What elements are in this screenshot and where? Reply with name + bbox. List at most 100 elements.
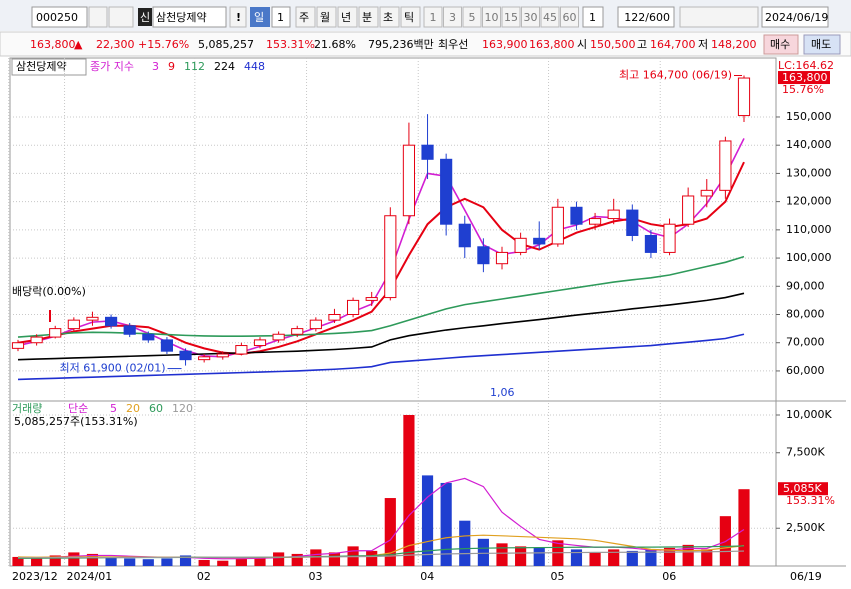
minute-button[interactable] — [521, 6, 540, 28]
sound-button[interactable] — [108, 6, 134, 28]
minute-button[interactable] — [462, 6, 482, 28]
y-tick-label: 110,000 — [786, 223, 832, 236]
volume: 5,085,257 — [198, 38, 254, 51]
volume-bar — [142, 559, 154, 566]
unit-button[interactable] — [379, 6, 400, 28]
high: 164,700 — [650, 38, 696, 51]
amount: 795,236백만 — [368, 38, 434, 51]
last-price-box — [778, 71, 830, 85]
y-tick-label: 90,000 — [786, 279, 825, 292]
candle-body — [272, 333, 285, 341]
volume-bar — [254, 556, 266, 566]
tool-icons[interactable] — [679, 6, 759, 28]
minute-button[interactable] — [501, 6, 521, 28]
stock-name: 삼천당제약 — [156, 10, 207, 24]
legend-entry: 3 — [152, 60, 159, 73]
date-box[interactable] — [761, 6, 829, 28]
buy-button[interactable] — [763, 34, 799, 55]
volume-bar — [626, 550, 638, 566]
candle-body — [49, 328, 62, 338]
volume-bar — [570, 549, 583, 566]
y-tick-label: 140,000 — [786, 138, 832, 151]
candle-body — [514, 237, 527, 253]
candle-body — [328, 314, 341, 321]
volume-legend-label: 단순 — [68, 402, 88, 415]
minute-button[interactable] — [423, 6, 443, 28]
last-volume-box — [778, 482, 828, 496]
x-end-label: 06/19 — [790, 570, 822, 583]
volume-bar — [384, 498, 396, 566]
chart-title: 삼천당제약 — [16, 59, 67, 73]
unit-button[interactable] — [295, 6, 316, 28]
lc-label: LC:164.62 — [778, 59, 834, 72]
volume-info: 5,085,257주(153.31%) — [14, 415, 138, 428]
candle-body — [477, 246, 490, 265]
alert-button[interactable] — [229, 6, 247, 28]
search-button[interactable] — [88, 6, 108, 28]
candle-body — [67, 319, 80, 330]
candle-body — [104, 316, 118, 327]
price: 163,800 — [30, 38, 76, 51]
candle-body — [663, 223, 676, 253]
minute-button[interactable] — [443, 6, 462, 28]
minute-button[interactable] — [560, 6, 579, 28]
legend-entry: 60 — [149, 402, 163, 415]
minute-button[interactable] — [482, 6, 501, 28]
volume-bar — [663, 547, 676, 566]
count-box[interactable] — [582, 6, 604, 28]
unit-button[interactable] — [337, 6, 358, 28]
y-tick-label: 10,000K — [786, 408, 832, 421]
candle-body — [309, 319, 322, 330]
best-label: 최우선 — [438, 38, 468, 51]
unit-label: 월 — [320, 11, 330, 24]
misc-label: 1,06 — [490, 386, 515, 399]
minute-button[interactable] — [540, 6, 560, 28]
minute-label: 30 — [524, 11, 538, 24]
x-tick-label: 2023/12 — [12, 570, 58, 583]
quote-bar — [0, 31, 851, 57]
range: 122/600 — [624, 11, 670, 24]
candle-body — [11, 342, 25, 349]
period-button[interactable] — [250, 7, 270, 27]
candle-body — [700, 189, 713, 197]
minute-label: 10 — [485, 11, 499, 24]
period-n-box[interactable] — [271, 6, 291, 28]
sell-button[interactable] — [803, 34, 841, 55]
ma-line — [17, 292, 745, 361]
candle-body — [216, 353, 229, 358]
candle-body — [384, 215, 397, 299]
candle-body — [570, 206, 583, 225]
y-tick-label: 80,000 — [786, 308, 825, 321]
x-tick-label: 02 — [197, 570, 211, 583]
buy: 매수 — [770, 38, 790, 51]
candle-body — [607, 209, 620, 220]
unit-label: 년 — [341, 11, 351, 24]
volume-bar — [477, 538, 489, 566]
y-tick-label: 130,000 — [786, 166, 832, 179]
name-box[interactable] — [152, 6, 227, 28]
candle-body — [458, 223, 471, 248]
volume-bar — [273, 552, 285, 566]
minute-label: 3 — [449, 11, 456, 24]
volume-bar — [235, 558, 247, 566]
ma-line — [18, 550, 745, 559]
minute-label: 5 — [469, 11, 476, 24]
volume-ratio: 153.31% — [266, 38, 315, 51]
code-box[interactable] — [31, 6, 88, 28]
volume-bar — [86, 553, 99, 566]
change: 22,300 — [96, 38, 135, 51]
candle-body — [737, 77, 751, 117]
unit-button[interactable] — [400, 6, 421, 28]
x-tick-label: 06 — [662, 570, 676, 583]
minute-label: 1 — [430, 11, 437, 24]
legend-entry: 5 — [110, 402, 117, 415]
candle-body — [235, 345, 248, 355]
volume-bar — [328, 552, 341, 566]
legend-entry: 20 — [126, 402, 140, 415]
alert: ! — [236, 11, 241, 24]
unit-button[interactable] — [316, 6, 337, 28]
minute-label: 60 — [563, 11, 577, 24]
y-tick-label: 120,000 — [786, 195, 832, 208]
unit-button[interactable] — [358, 6, 379, 28]
